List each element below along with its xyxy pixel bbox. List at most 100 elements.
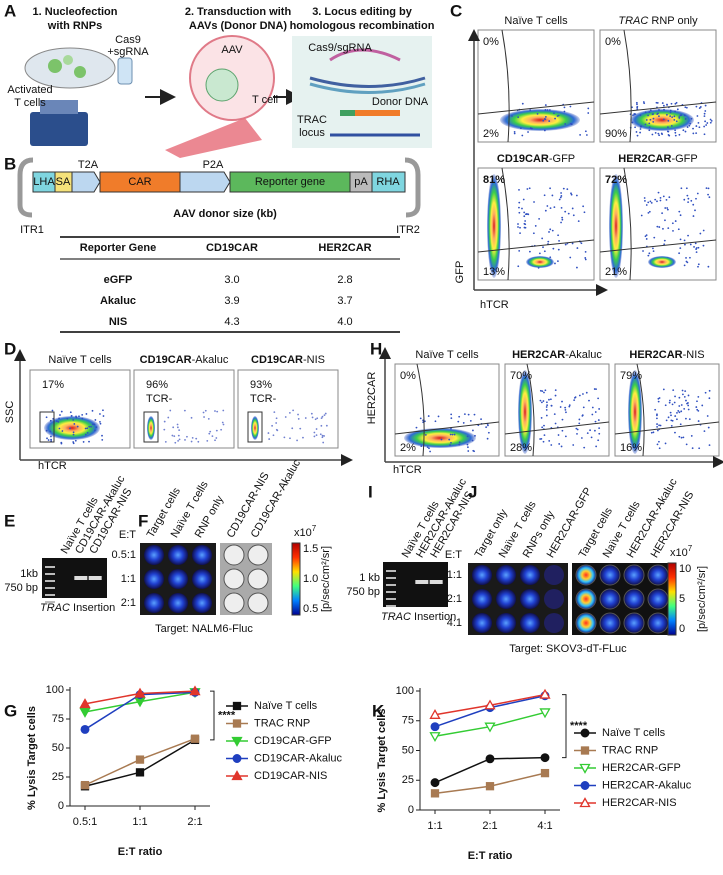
gate-percent: 81% [483, 174, 505, 186]
event-dot [545, 408, 548, 411]
label: T cell [252, 94, 278, 106]
table-header: HER2CAR [318, 242, 371, 254]
well [247, 592, 269, 614]
well [520, 613, 540, 633]
event-dot [549, 228, 552, 231]
event-dot [311, 416, 314, 419]
gate-percent: 90% [605, 128, 627, 140]
event-dot [542, 119, 545, 122]
event-dot [598, 427, 601, 429]
x-tick-label: 2:1 [482, 820, 497, 832]
event-dot [681, 389, 684, 392]
event-dot [594, 429, 596, 432]
label: 1.5 [303, 543, 318, 555]
event-dot [85, 413, 88, 415]
event-dot [553, 112, 555, 115]
event-dot [546, 205, 549, 207]
event-dot [670, 424, 673, 427]
event-dot [695, 248, 698, 250]
event-dot [664, 207, 667, 209]
event-dot [474, 434, 476, 437]
y-tick-label: 0 [58, 800, 64, 812]
event-dot [688, 418, 691, 421]
x-tick-label: 0.5:1 [73, 816, 97, 828]
event-dot [466, 435, 469, 438]
event-dot [674, 102, 677, 105]
density [44, 416, 100, 440]
event-dot [272, 434, 275, 437]
event-dot [523, 226, 526, 229]
event-dot [666, 104, 668, 106]
marker [485, 782, 495, 791]
event-dot [434, 420, 437, 423]
band [415, 580, 429, 584]
event-dot [683, 198, 686, 201]
table-cell: 3.9 [224, 295, 239, 307]
title-part: CD19CAR [251, 354, 303, 366]
event-dot [560, 195, 563, 197]
gate-percent: 96% [146, 379, 168, 391]
event-dot [427, 415, 430, 417]
event-dot [652, 113, 655, 115]
marker [579, 763, 591, 774]
event-dot [690, 199, 693, 202]
event-dot [467, 413, 470, 416]
event-dot [324, 412, 327, 415]
marker [231, 770, 243, 781]
event-dot [705, 124, 708, 126]
event-dot [653, 236, 656, 239]
well [647, 612, 669, 634]
panel-letter: I [368, 482, 373, 501]
event-dot [631, 121, 634, 124]
event-dot [174, 441, 177, 444]
label: 1.0 [303, 573, 318, 585]
event-dot [683, 114, 686, 117]
event-dot [186, 435, 188, 438]
event-dot [206, 439, 209, 442]
event-dot [689, 256, 691, 259]
event-dot [670, 102, 673, 105]
event-dot [565, 411, 567, 414]
event-dot [46, 437, 48, 440]
event-dot [582, 406, 585, 409]
event-dot [543, 391, 545, 394]
event-dot [544, 104, 547, 106]
event-dot [581, 414, 584, 417]
step-title: 2. Transduction with [185, 6, 292, 18]
title-part: -NIS [303, 354, 325, 366]
event-dot [658, 115, 660, 118]
label: 1 kb [359, 572, 380, 584]
event-dot [450, 413, 453, 416]
event-dot [688, 124, 691, 127]
event-dot [557, 114, 560, 117]
event-dot [697, 396, 700, 398]
well [575, 588, 597, 610]
event-dot [526, 188, 529, 190]
event-dot [453, 433, 456, 436]
density [628, 370, 642, 454]
event-dot [708, 389, 711, 392]
event-dot [583, 446, 586, 449]
event-dot [651, 133, 654, 136]
title-part: RNP only [648, 15, 698, 27]
marker [430, 789, 440, 798]
title-part: HER2CAR [618, 153, 671, 165]
event-dot [539, 399, 542, 402]
event-dot [524, 220, 527, 222]
event-dot [683, 395, 686, 398]
event-dot [666, 130, 669, 133]
event-dot [523, 211, 526, 214]
event-dot [321, 436, 324, 439]
event-dot [670, 124, 673, 127]
event-dot [656, 426, 659, 428]
event-dot [636, 103, 638, 106]
event-dot [321, 415, 324, 418]
label: Target: NALM6-Fluc [155, 623, 253, 635]
event-dot [648, 126, 651, 129]
event-dot [543, 250, 546, 253]
event-dot [636, 134, 639, 137]
event-dot [672, 389, 675, 392]
event-dot [60, 442, 63, 445]
event-dot [595, 388, 597, 391]
density [609, 174, 623, 278]
